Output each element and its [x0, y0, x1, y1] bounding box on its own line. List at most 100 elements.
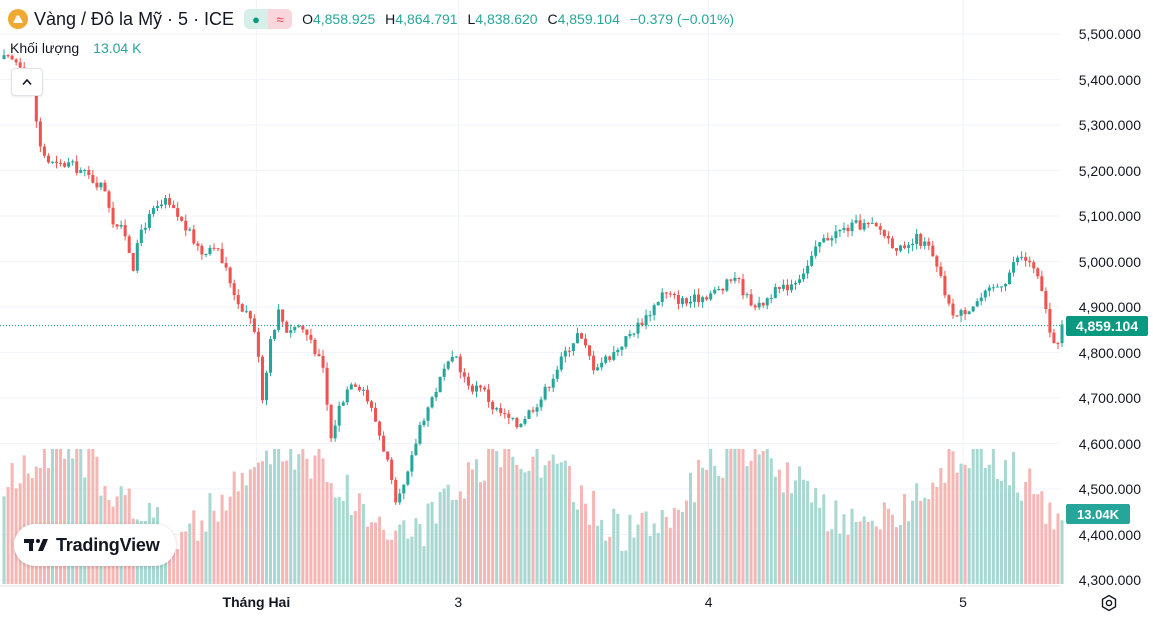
- candle-body: [95, 182, 99, 188]
- volume-bar: [269, 464, 273, 584]
- volume-bar: [220, 494, 224, 584]
- volume-bar: [277, 449, 281, 584]
- volume-bar: [866, 522, 870, 584]
- volume-bar: [252, 467, 256, 584]
- volume-bar: [596, 525, 600, 584]
- market-status-icon[interactable]: ●: [244, 9, 269, 29]
- candle-body: [656, 302, 660, 306]
- candle-body: [971, 306, 975, 312]
- candle-body: [329, 404, 333, 439]
- volume-bar: [854, 522, 858, 584]
- volume-bar: [995, 478, 999, 584]
- candle-body: [442, 368, 446, 377]
- price-tick-label: 4,800.000: [1078, 344, 1141, 361]
- volume-bar: [422, 546, 426, 584]
- volume-bar: [1056, 513, 1060, 584]
- volume-bar: [943, 482, 947, 584]
- candle-body: [898, 245, 903, 251]
- candle-body: [874, 222, 878, 227]
- candle-body: [390, 459, 394, 480]
- time-tick-label: 5: [959, 594, 967, 610]
- volume-bar: [394, 530, 398, 584]
- volume-bar: [438, 492, 442, 584]
- candle-body: [260, 356, 264, 401]
- candle-body: [555, 369, 559, 379]
- candle-body: [729, 279, 733, 281]
- candle-body: [1060, 324, 1064, 344]
- volume-bar: [1052, 529, 1056, 584]
- volume-bar: [789, 493, 793, 584]
- candle-body: [672, 293, 676, 296]
- volume-value: 13.04 K: [93, 40, 142, 56]
- candle-body: [487, 389, 491, 402]
- candle-body: [995, 286, 999, 288]
- tradingview-logo[interactable]: TradingView: [14, 524, 176, 566]
- volume-bar: [676, 509, 680, 584]
- candle-body: [527, 410, 531, 419]
- candle-body: [269, 339, 273, 373]
- volume-bar: [935, 487, 939, 584]
- volume-bar: [1040, 491, 1044, 584]
- chart-settings-button[interactable]: [1098, 592, 1120, 614]
- mode-toggle[interactable]: ● ≈: [244, 9, 293, 29]
- volume-bar: [1028, 468, 1032, 584]
- volume-bar: [898, 524, 903, 584]
- tradingview-mark-icon: [24, 539, 48, 551]
- candle-body: [216, 248, 220, 250]
- candle-body: [6, 55, 10, 57]
- price-tick-label: 5,100.000: [1078, 208, 1141, 224]
- price-tick-label: 4,900.000: [1078, 299, 1141, 315]
- candle-body: [224, 263, 228, 268]
- volume-bar: [608, 536, 612, 584]
- volume-bar: [454, 499, 458, 584]
- volume-bar: [91, 449, 95, 584]
- volume-bar: [668, 527, 672, 584]
- candle-body: [470, 385, 474, 392]
- candle-body: [624, 336, 628, 347]
- candle-body: [717, 289, 721, 291]
- volume-bar: [22, 455, 26, 584]
- volume-bar: [975, 449, 979, 584]
- candle-body: [810, 255, 814, 266]
- candle-body: [802, 273, 806, 280]
- volume-bar: [616, 513, 620, 584]
- candle-body: [115, 224, 119, 227]
- candle-body: [814, 246, 818, 256]
- candle-body: [99, 182, 103, 188]
- candle-body: [462, 372, 466, 377]
- candle-body: [713, 289, 717, 294]
- volume-bar: [927, 499, 931, 584]
- candle-body: [111, 207, 115, 225]
- volume-bar: [604, 540, 608, 584]
- volume-bar: [382, 529, 386, 584]
- volume-bar: [208, 493, 212, 584]
- volume-bar: [838, 533, 842, 584]
- volume-bar: [648, 535, 652, 584]
- candle-body: [155, 206, 159, 209]
- compare-icon[interactable]: ≈: [268, 9, 293, 29]
- candle-body: [87, 170, 91, 175]
- price-tick-label: 5,000.000: [1078, 253, 1141, 270]
- candle-body: [434, 392, 438, 398]
- candle-body: [652, 305, 656, 316]
- candle-body: [18, 62, 22, 68]
- candle-body: [345, 389, 349, 403]
- candle-body: [648, 315, 652, 317]
- candle-body: [547, 386, 551, 388]
- candle-body: [939, 266, 943, 276]
- volume-bar: [414, 518, 418, 584]
- symbol-title[interactable]: Vàng / Đô la Mỹ · 5 · ICE: [34, 8, 235, 29]
- volume-bar: [293, 469, 297, 584]
- collapse-legend-button[interactable]: [11, 68, 43, 96]
- candle-body: [107, 191, 111, 208]
- candle-body: [866, 223, 870, 225]
- candle-body: [244, 311, 248, 313]
- volume-bar: [71, 458, 75, 584]
- candle-body: [507, 413, 511, 418]
- candle-body: [753, 305, 757, 308]
- candle-body: [1044, 291, 1048, 309]
- candle-body: [511, 417, 515, 419]
- candle-body: [773, 287, 777, 298]
- volume-bar: [802, 479, 806, 584]
